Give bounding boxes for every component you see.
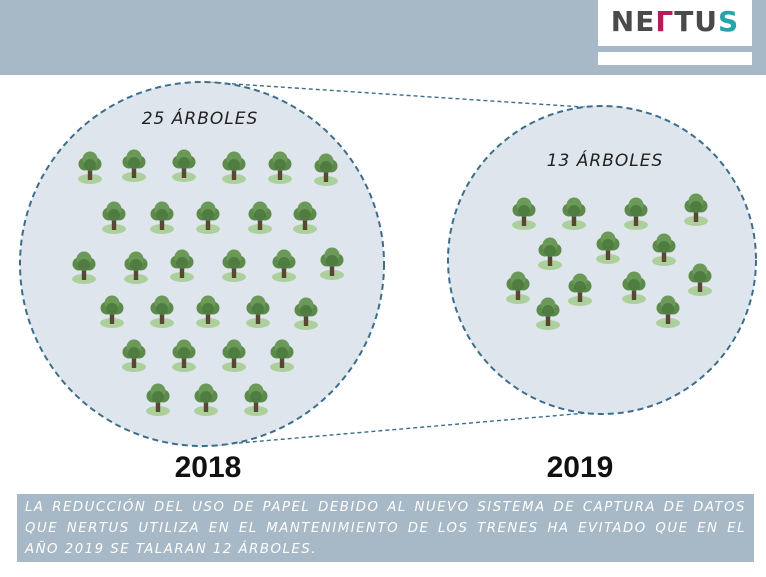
logo-part-s: S (718, 5, 740, 38)
caption-text: LA REDUCCIÓN DEL USO DE PAPEL DEBIDO AL … (25, 500, 746, 557)
logo-part-ne: NE (610, 5, 656, 38)
connector-line-top (203, 81, 599, 109)
logo-underline-bar (598, 52, 752, 65)
connector-line-bottom (203, 411, 599, 447)
year-2018: 2018 (174, 451, 242, 484)
logo-part-r: Г (655, 5, 675, 38)
logo-part-tu: TU (674, 5, 719, 38)
year-2019: 2019 (546, 451, 614, 484)
logo-text: NEГTUS (598, 6, 752, 38)
label-2019-trees: 13 ÁRBOLES (547, 149, 664, 171)
caption-box: LA REDUCCIÓN DEL USO DE PAPEL DEBIDO AL … (17, 494, 754, 562)
circle-2018 (19, 81, 385, 447)
logo: NEГTUS (598, 0, 752, 46)
label-2018-trees: 25 ÁRBOLES (142, 107, 259, 129)
